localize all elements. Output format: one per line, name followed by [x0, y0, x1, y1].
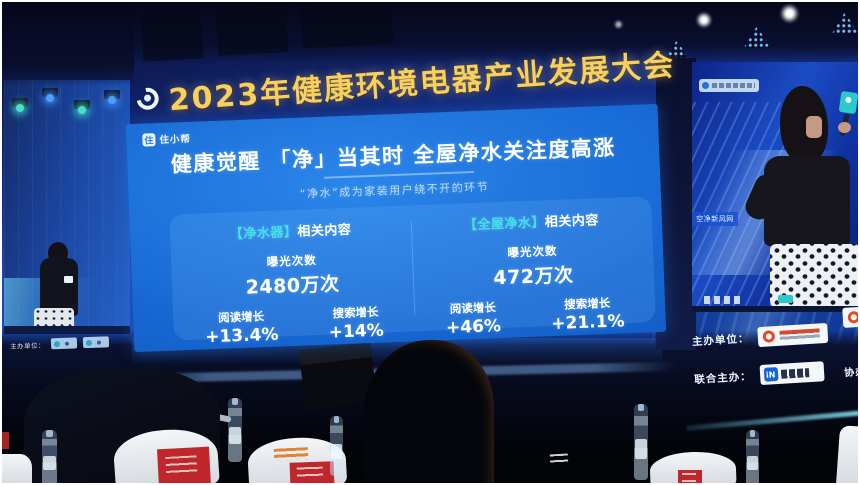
moving-head-light-icon — [12, 98, 28, 112]
stats-card-water-purifier: 【净水器】相关内容 曝光次数 2480万次 阅读增长 +13.4% 搜索增长 +… — [169, 205, 415, 348]
water-bottle — [330, 416, 343, 476]
brand-logo: 住 住小帮 — [142, 131, 191, 147]
stats-panel: 【净水器】相关内容 曝光次数 2480万次 阅读增长 +13.4% 搜索增长 +… — [169, 196, 656, 348]
card-tag-suffix: 相关内容 — [297, 222, 352, 240]
truss-panel — [300, 2, 394, 49]
truss-panel — [215, 4, 289, 56]
water-bottle — [228, 398, 242, 462]
left-side-screen — [4, 80, 130, 334]
water-bottle — [634, 404, 648, 480]
stat-value: +14% — [328, 320, 385, 343]
chair-cover — [835, 425, 858, 483]
spotlight-glow-icon — [614, 20, 623, 29]
card-tag-suffix: 相关内容 — [544, 213, 600, 231]
name-card-text-marks — [549, 453, 569, 465]
slide-title: 健康觉醒 「净」当其时 全屋净水关注度高涨 — [170, 135, 617, 177]
left-sponsor-label: 主办单位： — [9, 341, 46, 351]
chair-cover — [2, 454, 32, 483]
growth-stats: 阅读增长 +13.4% 搜索增长 +14% — [173, 302, 415, 348]
host-logo-partial — [842, 306, 858, 328]
card-heading: 【全屋净水】相关内容 — [411, 207, 653, 235]
screen-footer-logos — [704, 296, 744, 304]
stats-card-whole-house: 【全屋净水】相关内容 曝光次数 472万次 阅读增长 +46% 搜索增长 +21… — [410, 196, 656, 338]
card-heading: 【净水器】相关内容 — [170, 216, 412, 244]
stat-label: 阅读增长 — [449, 300, 497, 316]
broadcast-logo-pill — [699, 79, 759, 92]
truss-panel — [140, 8, 204, 62]
stat-label: 阅读增长 — [217, 309, 265, 325]
speaker-body — [764, 156, 850, 246]
assist-label: 协办 — [843, 366, 860, 379]
moving-head-light-icon — [104, 90, 120, 104]
speaker-face — [806, 116, 822, 138]
microphone-flag-icon — [838, 90, 858, 115]
water-bottle — [42, 430, 57, 483]
audience-head-center — [364, 340, 494, 483]
media-badge: 空净新风网 — [692, 212, 738, 226]
brand-name: 住小帮 — [159, 133, 192, 147]
moving-head-light-icon — [42, 88, 58, 102]
screen-bottom-bezel — [4, 326, 130, 334]
speaker-hand — [838, 122, 851, 133]
stat-value: +46% — [445, 316, 502, 339]
sponsor-wall: 主办单位： 联合主办： iN 协办 — [690, 306, 860, 437]
left-sponsor-logo — [82, 336, 110, 349]
stat-search-growth: 搜索增长 +14% — [328, 304, 384, 343]
chair-red-sash — [157, 446, 211, 483]
cohost-row: 联合主办： iN — [693, 361, 825, 389]
stat-value: +13.4% — [204, 324, 279, 348]
chair-red-sash — [678, 470, 702, 483]
title-underline — [323, 170, 474, 179]
chair-red-sash — [2, 432, 9, 449]
ceiling-band — [2, 2, 858, 64]
cohost-logo-text-marks — [780, 367, 809, 379]
host-label: 主办单位： — [691, 332, 750, 348]
moving-head-light-icon — [74, 100, 90, 114]
relay-screen: 空净新风网 — [692, 62, 858, 312]
card-tag: 【净水器】 — [229, 224, 298, 243]
stat-read-growth: 阅读增长 +46% — [445, 299, 502, 339]
left-ceiling — [2, 2, 134, 86]
chair-logo-text-marks — [273, 447, 309, 461]
host-row: 主办单位： — [691, 322, 828, 351]
stat-value: +21.1% — [550, 311, 625, 335]
stat-label: 搜索增长 — [332, 304, 379, 321]
cohost-logo-icon: iN — [763, 367, 779, 382]
card-tag: 【全屋净水】 — [463, 215, 546, 234]
spotlight-glow-icon — [696, 12, 712, 28]
chair-red-sash — [289, 461, 335, 483]
stat-label: 搜索增长 — [563, 295, 611, 312]
left-sponsor-logo — [50, 337, 78, 350]
cohost-label: 联合主办： — [693, 370, 753, 386]
conference-logo-icon — [132, 83, 163, 115]
main-presentation-screen: 住 住小帮 健康觉醒 「净」当其时 全屋净水关注度高涨 “净水”成为家装用户绕不… — [125, 103, 667, 353]
brand-logo-icon: 住 — [142, 132, 156, 147]
screen-footer-chip — [778, 295, 793, 303]
cohost-logo: iN — [759, 361, 825, 386]
stat-read-growth: 阅读增长 +13.4% — [204, 308, 279, 348]
stat-search-growth: 搜索增长 +21.1% — [550, 294, 625, 334]
growth-stats: 阅读增长 +46% 搜索增长 +21.1% — [414, 293, 656, 339]
distant-speaker-body — [40, 258, 78, 316]
host-logo — [756, 322, 828, 348]
distant-mic-flag-icon — [64, 276, 73, 283]
screen-bottom-bezel — [692, 306, 858, 312]
spotlight-glow-icon — [780, 4, 799, 23]
water-bottle — [746, 430, 759, 483]
